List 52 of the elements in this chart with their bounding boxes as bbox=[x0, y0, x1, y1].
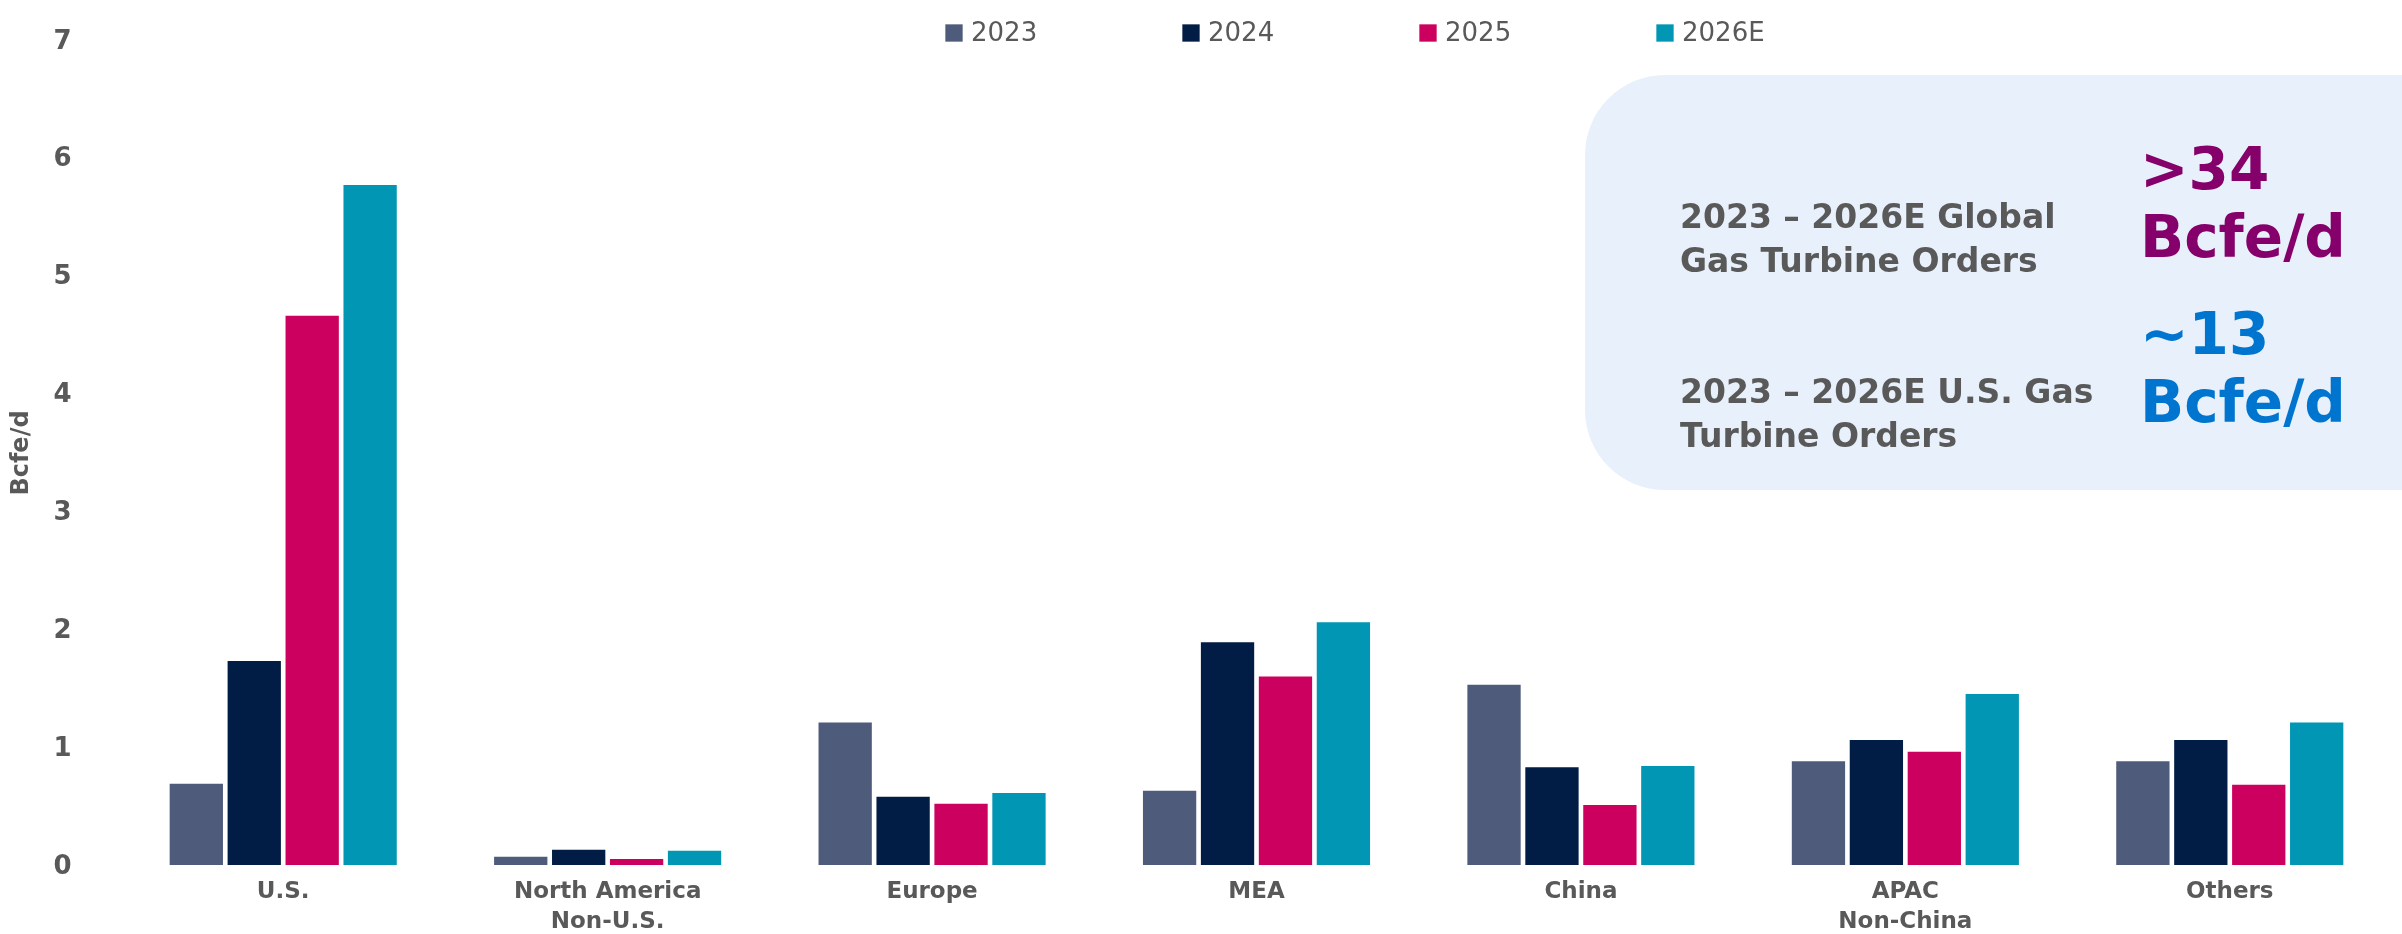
bar bbox=[343, 184, 397, 865]
x-tick-label: APAC Non-China bbox=[1838, 876, 1973, 933]
bar bbox=[667, 850, 722, 865]
x-tick-label: U.S. bbox=[256, 876, 310, 903]
bar bbox=[609, 859, 664, 865]
annotation: ~13 Bcfe/d bbox=[2140, 300, 2347, 436]
bar bbox=[227, 661, 281, 865]
x-tick-label: China bbox=[1544, 876, 1618, 903]
bar bbox=[494, 856, 548, 865]
y-tick-label: 0 bbox=[53, 849, 72, 880]
bar bbox=[876, 796, 930, 865]
x-tick-label: MEA bbox=[1228, 876, 1285, 903]
bar bbox=[1849, 740, 1904, 865]
legend-label: 2026E bbox=[1682, 17, 1765, 47]
bar bbox=[169, 783, 223, 865]
y-axis-title: Bcfe/d bbox=[6, 410, 35, 496]
y-tick-label: 2 bbox=[53, 613, 72, 644]
bar bbox=[2116, 761, 2170, 865]
x-tick-label: Others bbox=[2186, 876, 2274, 903]
y-tick-label: 6 bbox=[53, 142, 72, 173]
bar bbox=[1142, 790, 1197, 865]
bar bbox=[1583, 804, 1637, 865]
y-tick-label: 3 bbox=[53, 495, 72, 526]
y-tick-label: 5 bbox=[53, 260, 72, 291]
bar bbox=[285, 315, 339, 865]
bar bbox=[1641, 766, 1695, 865]
y-tick-label: 4 bbox=[53, 378, 72, 409]
bar bbox=[992, 793, 1046, 865]
x-tick-label: North America Non-U.S. bbox=[513, 876, 702, 933]
bar bbox=[1467, 684, 1521, 865]
bar bbox=[1965, 694, 2019, 865]
annotation: 2023 – 2026E U.S. Gas Turbine Orders bbox=[1680, 371, 2095, 457]
annotation: >34 Bcfe/d bbox=[2140, 135, 2347, 271]
bar bbox=[1525, 767, 1579, 865]
legend-label: 2025 bbox=[1445, 17, 1512, 47]
bar bbox=[2232, 784, 2286, 865]
bar bbox=[552, 849, 606, 865]
y-tick-label: 7 bbox=[53, 24, 72, 55]
bar bbox=[1316, 622, 1371, 865]
annotation: 2023 – 2026E Global Gas Turbine Orders bbox=[1680, 196, 2057, 282]
bar bbox=[818, 722, 872, 865]
bar bbox=[1200, 642, 1255, 865]
bar bbox=[2290, 722, 2344, 865]
legend-label: 2024 bbox=[1208, 17, 1275, 47]
legend-label: 2023 bbox=[971, 17, 1038, 47]
x-tick-label: Europe bbox=[886, 876, 978, 903]
bar bbox=[1258, 676, 1313, 865]
bar bbox=[2174, 740, 2228, 865]
bar bbox=[1907, 751, 1961, 865]
bar bbox=[1791, 761, 1846, 865]
bar bbox=[934, 803, 988, 865]
y-tick-label: 1 bbox=[53, 731, 72, 762]
